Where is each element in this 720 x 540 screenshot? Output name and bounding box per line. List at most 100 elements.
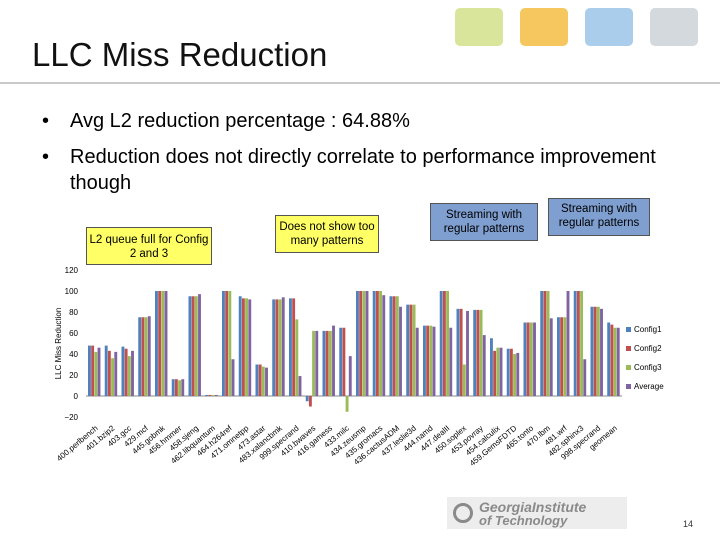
bar-config1-410.bwaves [305,396,309,402]
bar-config2-434.zeusmp [359,291,363,396]
bar-config1-445.gobmk [155,291,158,396]
callout-l2-queue: L2 queue full for Config 2 and 3 [86,227,212,265]
legend-swatch-config3 [626,365,631,370]
bar-config1-403.gcc [121,346,125,396]
bar-config3-998.specrand [596,306,600,396]
bar-config1-482.sphinx3 [573,291,577,396]
decor-tile-orange [520,8,568,46]
bar-config2-geomean [610,324,614,396]
y-tick-label: 120 [65,266,79,275]
bar-average-geomean [616,327,620,396]
bar-config3-465.tonto [529,322,533,396]
bar-average-436.cactusADM [399,306,402,396]
bar-config3-435.gromacs [379,291,383,396]
bar-average-429.mcf [147,316,151,396]
bar-config1-444.namd [423,325,426,396]
bar-config3-999.specrand [295,319,299,396]
bar-average-456.hmmer [181,379,185,396]
bar-config1-459.GemsFDTD [506,348,510,396]
y-axis-label: LLC Miss Reduction [54,308,63,380]
bar-config1-462.libquantum [205,394,209,396]
bar-config2-483.xalancbmk [275,299,279,396]
bar-average-403.gcc [131,350,134,396]
bar-average-473.astar [265,367,268,396]
bar-average-481.wrf [566,291,570,396]
bar-config2-437.leslie3d [409,304,413,396]
bar-config1-458.sjeng [188,296,192,396]
bar-config3-436.cactusADM [395,296,399,396]
bar-config2-465.tonto [526,322,530,396]
bar-average-482.sphinx3 [583,359,587,396]
bar-config1-481.wrf [557,317,560,396]
callout-streaming-1: Streaming with regular patterns [430,203,538,241]
bar-config3-437.leslie3d [412,304,416,396]
y-tick-label: 80 [69,308,78,317]
bar-config2-401.bzip2 [107,350,111,396]
bar-config3-400.perlbench [94,351,98,396]
bar-config2-470.lbm [543,291,547,396]
bar-average-999.specrand [298,376,302,396]
bar-config1-464.h264ref [222,291,225,396]
bar-average-434.zeusmp [365,291,369,396]
bar-average-410.bwaves [315,330,319,396]
bar-config2-436.cactusADM [392,296,396,396]
bar-average-465.tonto [533,322,536,396]
bar-config3-462.libquantum [211,394,215,396]
bar-config3-471.omnetpp [245,298,249,396]
chart-category-labels: 400.perlbench401.bzip2403.gcc429.mcf445.… [55,423,619,468]
bar-config3-483.xalancbmk [278,299,282,396]
bar-config2-454.calculix [493,350,497,396]
legend-label-config3: Config3 [634,363,662,372]
bar-config1-450.soplex [456,308,460,396]
bar-average-435.gromacs [382,295,386,396]
bar-config2-471.omnetpp [241,298,245,396]
bar-config3-447.dealII [446,291,450,396]
bar-config2-450.soplex [459,308,463,396]
bar-config2-435.gromacs [375,291,379,396]
bar-config1-436.cactusADM [389,296,393,396]
bar-config1-470.lbm [540,291,544,396]
bar-average-416.gamess [332,325,335,396]
decor-tile-blue [585,8,633,46]
title-divider [0,82,720,84]
callout-no-patterns: Does not show too many patterns [275,215,379,253]
bar-config2-453.povray [476,309,480,396]
bar-config3-410.bwaves [312,330,316,396]
chart-bars [88,291,620,412]
bar-config3-454.calculix [496,347,500,396]
bar-config2-429.mcf [141,317,145,396]
bar-config3-459.GemsFDTD [513,354,517,396]
bar-config3-450.soplex [462,364,466,396]
bar-config3-464.h264ref [228,291,232,396]
bar-config2-433.milc [342,327,346,396]
bar-average-445.gobmk [164,291,168,396]
bullet-text: Reduction does not directly correlate to… [70,146,656,194]
bar-config1-465.tonto [523,322,527,396]
bar-config3-444.namd [429,325,433,396]
bar-config2-481.wrf [560,317,564,396]
bar-config3-458.sjeng [194,296,198,396]
bar-config3-453.povray [479,309,483,396]
bar-average-464.h264ref [231,359,235,396]
bar-config1-471.omnetpp [238,296,242,396]
bar-average-447.dealII [449,327,453,396]
legend-swatch-config2 [626,346,631,351]
bar-config1-434.zeusmp [356,291,359,396]
legend-swatch-config1 [626,327,631,332]
bullet-symbol: • [42,110,50,132]
decor-tile-green [455,8,503,46]
bar-config3-geomean [613,327,617,396]
bar-config1-400.perlbench [88,345,91,396]
bar-config2-400.perlbench [91,345,95,396]
bar-config1-447.dealII [439,291,443,396]
bar-average-998.specrand [600,308,603,396]
legend-label-config2: Config2 [634,344,662,353]
bar-config2-462.libquantum [208,394,212,396]
slide-title: LLC Miss Reduction [32,36,328,73]
bar-config2-410.bwaves [308,396,312,407]
y-tick-label: 0 [74,392,79,401]
bar-config1-998.specrand [590,306,594,396]
bar-config3-429.mcf [144,317,148,396]
bar-config2-458.sjeng [191,296,195,396]
bar-config2-447.dealII [442,291,446,396]
